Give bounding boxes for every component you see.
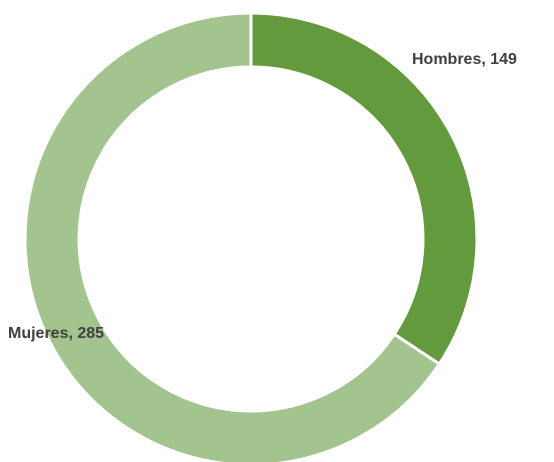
data-label-mujeres: Mujeres, 285 xyxy=(8,325,104,342)
donut-slices xyxy=(23,11,479,462)
slice-mujeres xyxy=(23,11,442,462)
donut-data-labels: Hombres, 149 Mujeres, 285 xyxy=(8,51,517,342)
slice-hombres xyxy=(249,11,479,367)
data-label-hombres: Hombres, 149 xyxy=(412,51,517,68)
